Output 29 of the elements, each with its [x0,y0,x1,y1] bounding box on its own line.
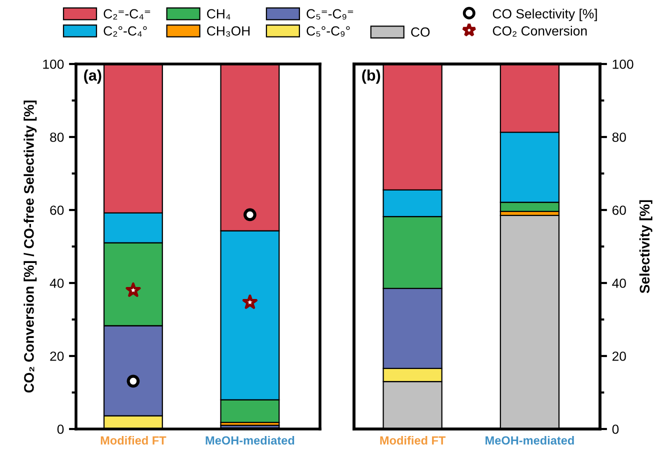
y2-axis-title: Selectivity [%] [639,200,652,294]
y-axis-title: CO₂ Conversion [%] / CO-free Selectivity [%] [24,100,37,393]
y-tick-label: 0 [57,424,64,434]
x-tick-label: MeOH-mediated [206,436,294,445]
y2-tick-label: 100 [612,60,634,69]
y-tick-label: 100 [43,60,64,69]
legend-label: CH₃OH [207,26,250,37]
x-tick-label: MeOH-mediated [486,436,574,445]
annotation: (a) [84,69,102,84]
legend-label: CO Selectivity [%] [492,8,597,22]
legend-label: C₂⁼-C₄⁼ [104,9,150,20]
y2-tick-label: 20 [612,352,626,361]
legend-label: CO [411,27,430,37]
y2-tick-label: 40 [612,278,626,288]
y2-tick-label: 80 [612,132,626,142]
y-tick-label: 40 [50,278,64,288]
legend-label: CO₂ Conversion [492,26,587,37]
legend-label: CH₄ [207,9,230,20]
y-tick-label: 80 [50,132,64,142]
legend-label: C₅°-C₉° [306,26,350,37]
legend-label: C₂°-C₄° [104,26,147,37]
y2-tick-label: 60 [612,206,626,215]
x-tick-label: Modified FT [100,436,166,445]
x-tick-label: Modified FT [380,436,446,445]
y-tick-label: 20 [50,352,64,361]
annotation: (b) [362,69,380,84]
y-tick-label: 60 [50,206,64,215]
legend-label: C₅⁼-C₉⁼ [306,9,354,20]
y2-tick-label: 0 [612,424,619,434]
